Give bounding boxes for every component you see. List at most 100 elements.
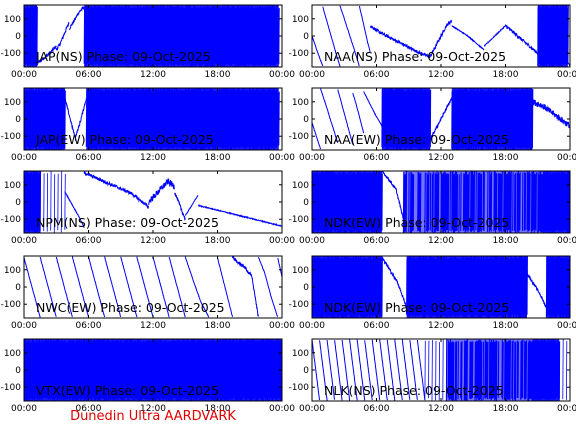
series-segment xyxy=(312,122,322,150)
y-tick-label: 0 xyxy=(15,115,21,125)
panel-title: NAA(EW) Phase: 09-Oct-2025 xyxy=(324,132,509,147)
x-tick-label: 12:00 xyxy=(428,321,454,331)
series-segment xyxy=(88,256,106,318)
chart-panel-2: 00:00 06:00 12:00 18:00 00:00 100 0 -100 NAA(NS)… xyxy=(289,4,576,80)
y-tick-label: 0 xyxy=(303,198,309,208)
x-tick-label: 12:00 xyxy=(428,70,454,80)
series-segment xyxy=(394,339,403,401)
series-segment xyxy=(39,171,66,233)
series-segment xyxy=(131,192,150,210)
y-tick-label: -100 xyxy=(1,49,22,59)
y-tick-label: 100 xyxy=(292,181,309,191)
y-tick-label: 0 xyxy=(303,283,309,293)
x-tick-label: 00:00 xyxy=(11,70,37,80)
y-tick-label: 100 xyxy=(292,266,309,276)
series-segment xyxy=(148,178,175,205)
series-segment xyxy=(277,257,282,278)
series-segment xyxy=(120,256,138,318)
panel-title: NAA(NS) Phase: 09-Oct-2025 xyxy=(324,49,506,64)
series-fill-band xyxy=(86,88,277,150)
series-segment xyxy=(320,88,339,143)
series-segment xyxy=(136,256,154,317)
x-tick-label: 12:00 xyxy=(428,236,454,246)
series-group xyxy=(312,5,570,67)
series-segment xyxy=(312,35,324,67)
chart-panel-8: 00:00 06:00 12:00 18:00 00:00 100 0 -100 NDK(EW)… xyxy=(289,255,576,331)
series-fill-band xyxy=(403,171,544,233)
series-segment xyxy=(401,339,411,400)
x-tick-label: 12:00 xyxy=(140,153,166,163)
series-segment xyxy=(381,171,404,220)
x-tick-label: 18:00 xyxy=(493,153,519,163)
x-tick-label: 06:00 xyxy=(76,236,102,246)
series-segment xyxy=(531,99,570,129)
series-segment xyxy=(71,256,89,318)
y-tick-label: 0 xyxy=(303,366,309,376)
series-fill-band xyxy=(406,256,527,318)
series-segment xyxy=(483,25,506,47)
series-group xyxy=(312,339,570,401)
series-segment xyxy=(381,256,408,309)
x-tick-label: 00:00 xyxy=(299,404,325,414)
x-tick-label: 06:00 xyxy=(76,153,102,163)
series-segment xyxy=(319,340,328,401)
series-segment xyxy=(526,270,547,309)
y-tick-label: 0 xyxy=(303,115,309,125)
x-tick-label: 18:00 xyxy=(205,321,231,331)
x-tick-label: 18:00 xyxy=(493,404,519,414)
series-fill-band xyxy=(84,5,277,67)
y-tick-label: -100 xyxy=(1,215,22,225)
x-tick-label: 12:00 xyxy=(140,404,166,414)
series-group xyxy=(24,256,282,318)
series-fill-band xyxy=(24,339,282,401)
x-tick-label: 00:00 xyxy=(299,70,325,80)
series-segment xyxy=(379,339,388,401)
chart-panel-1: 00:00 06:00 12:00 18:00 00:00 100 0 -100 JAP(NS)… xyxy=(1,4,295,80)
series-fill-band xyxy=(276,88,279,150)
series-segment xyxy=(152,256,170,318)
x-tick-label: 06:00 xyxy=(364,236,390,246)
series-segment xyxy=(36,45,57,66)
series-segment xyxy=(358,5,371,53)
series-segment xyxy=(104,256,122,318)
x-tick-label: 18:00 xyxy=(205,236,231,246)
series-segment xyxy=(558,339,570,401)
series-segment xyxy=(430,97,453,141)
series-group xyxy=(24,5,280,67)
series-fill-band xyxy=(26,5,37,67)
y-tick-label: 0 xyxy=(15,283,21,293)
panel-title: JAP(NS) Phase: 09-Oct-2025 xyxy=(35,49,211,64)
series-group xyxy=(24,88,280,150)
series-segment xyxy=(505,24,539,56)
chart-panel-7: 00:00 06:00 12:00 18:00 00:00 100 0 -100 NWC(EW)… xyxy=(1,255,295,331)
x-tick-label: 00:00 xyxy=(269,236,295,246)
y-tick-label: 100 xyxy=(4,266,21,276)
series-segment xyxy=(174,192,186,221)
series-segment xyxy=(364,340,373,401)
panel-title: NLK(NS) Phase: 09-Oct-2025 xyxy=(324,383,504,398)
series-segment xyxy=(55,256,73,318)
y-tick-label: -100 xyxy=(289,132,310,142)
series-segment xyxy=(217,257,233,317)
x-tick-label: 12:00 xyxy=(140,70,166,80)
y-tick-label: -100 xyxy=(289,215,310,225)
series-fill-band xyxy=(451,88,533,150)
series-fill-band xyxy=(543,171,570,233)
x-tick-label: 18:00 xyxy=(205,70,231,80)
panel-title: NDK(EW) Phase: 09-Oct-2025 xyxy=(324,300,509,315)
y-tick-label: 100 xyxy=(4,98,21,108)
x-tick-label: 18:00 xyxy=(493,236,519,246)
x-tick-label: 00:00 xyxy=(557,236,576,246)
series-segment xyxy=(356,339,366,401)
x-tick-label: 00:00 xyxy=(269,321,295,331)
series-segment xyxy=(451,25,485,51)
x-tick-label: 00:00 xyxy=(11,236,37,246)
x-tick-label: 00:00 xyxy=(11,153,37,163)
x-tick-label: 18:00 xyxy=(493,70,519,80)
series-segment xyxy=(232,256,259,317)
series-segment xyxy=(334,340,343,401)
series-segment xyxy=(339,5,360,67)
y-tick-label: 100 xyxy=(292,98,309,108)
x-tick-label: 06:00 xyxy=(76,321,102,331)
